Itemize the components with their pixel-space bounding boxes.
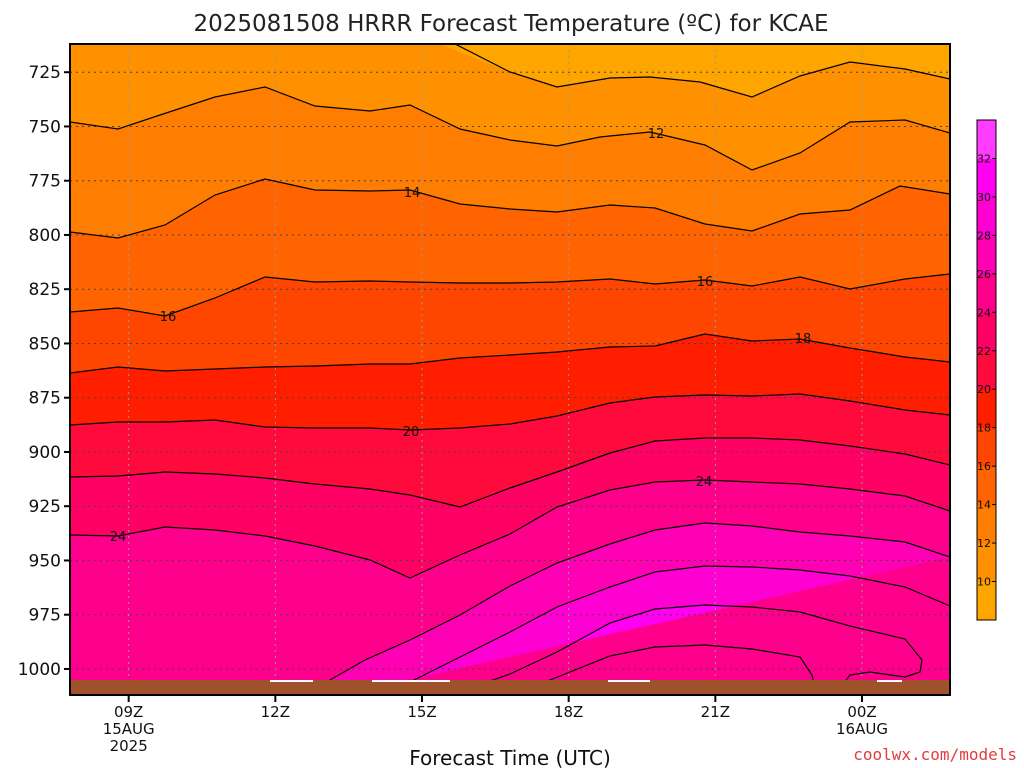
band-8 <box>440 44 950 97</box>
y-axis: 725 750 775 800 825 850 875 900 925 950 975 1000 <box>18 63 70 680</box>
ground-surface <box>70 680 950 695</box>
x-tick-label: 15AUG <box>103 720 155 738</box>
contour-line-18 <box>70 333 950 374</box>
contour-line-32 <box>529 644 816 689</box>
colorbar-label: 32 <box>977 152 991 165</box>
contour-label: 24 <box>110 530 127 545</box>
contour-label: 12 <box>648 127 665 142</box>
contour-line-14 <box>70 178 950 239</box>
credit-text: coolwx.com/models <box>853 745 1017 764</box>
contour-line-22 <box>70 437 950 508</box>
colorbar-segment <box>977 389 996 429</box>
y-tick-label: 950 <box>29 551 61 571</box>
contour-line-24 <box>70 479 950 579</box>
ground-layer <box>70 680 950 695</box>
colorbar: 10 12 14 16 18 20 22 24 26 28 30 32 <box>976 119 997 621</box>
colorbar-label: 22 <box>977 345 991 358</box>
contour-line-12 <box>70 86 950 171</box>
colorbar-segment <box>977 312 996 352</box>
colorbar-frame <box>976 119 997 621</box>
contour-label: 18 <box>795 332 812 347</box>
colorbar-segment <box>977 350 996 390</box>
colorbar-label: 12 <box>977 537 991 550</box>
contour-line-16 <box>70 273 950 317</box>
x-tick-label: 16AUG <box>836 720 888 738</box>
colorbar-segment <box>977 273 996 313</box>
x-tick-label: 15Z <box>407 703 436 721</box>
colorbar-segment <box>977 466 996 506</box>
x-tick-label: 2025 <box>110 737 148 755</box>
colorbar-label: 14 <box>977 499 991 512</box>
colorbar-segment <box>977 196 996 236</box>
y-tick-label: 725 <box>29 63 61 83</box>
colorbar-segment <box>977 158 996 198</box>
chart-title: 2025081508 HRRR Forecast Temperature (ºC… <box>193 11 828 37</box>
colorbar-segment <box>977 235 996 275</box>
x-tick-label: 09Z <box>114 703 143 721</box>
y-tick-label: 900 <box>29 443 61 463</box>
contour-label: 16 <box>697 275 714 290</box>
contour-label: 24 <box>696 475 713 490</box>
contour-labels: 12 14 16 16 18 20 24 24 <box>110 127 812 545</box>
y-tick-label: 975 <box>29 606 61 626</box>
y-tick-label: 750 <box>29 117 61 137</box>
contour-label: 14 <box>404 186 421 201</box>
colorbar-label: 28 <box>977 229 991 242</box>
x-tick-label: 18Z <box>554 703 583 721</box>
colorbar-label: 26 <box>977 268 991 281</box>
contour-line-30 <box>469 604 923 689</box>
contour-line-10 <box>454 44 950 98</box>
colorbar-label: 20 <box>977 383 991 396</box>
x-tick-label: 21Z <box>701 703 730 721</box>
contour-line-20 <box>70 393 950 431</box>
grid-lines <box>70 44 950 695</box>
y-tick-label: 775 <box>29 172 61 192</box>
y-tick-label: 925 <box>29 497 61 517</box>
x-tick-label: 00Z <box>847 703 876 721</box>
y-tick-label: 875 <box>29 389 61 409</box>
colorbar-segment <box>977 543 996 583</box>
colorbar-label: 10 <box>977 576 991 589</box>
colorbar-segment <box>977 120 996 159</box>
x-tick-label: 12Z <box>261 703 290 721</box>
contour-label: 16 <box>160 310 177 325</box>
x-axis-title: Forecast Time (UTC) <box>409 746 611 768</box>
colorbar-label: 18 <box>977 422 991 435</box>
colorbar-segment <box>977 427 996 467</box>
y-tick-label: 1000 <box>18 660 61 680</box>
y-tick-label: 825 <box>29 280 61 300</box>
colorbar-label: 24 <box>977 306 991 319</box>
contour-line-28 <box>399 565 950 689</box>
colorbar-segment <box>977 504 996 544</box>
colorbar-segment <box>977 581 996 621</box>
contour-line-26 <box>319 522 950 689</box>
temperature-fill-layer <box>70 44 950 695</box>
colorbar-label: 30 <box>977 191 991 204</box>
contour-label: 20 <box>403 425 420 440</box>
contour-lines <box>70 44 950 689</box>
plot-frame <box>69 43 951 696</box>
y-tick-label: 800 <box>29 226 61 246</box>
colorbar-label: 16 <box>977 460 991 473</box>
y-tick-label: 850 <box>29 334 61 354</box>
